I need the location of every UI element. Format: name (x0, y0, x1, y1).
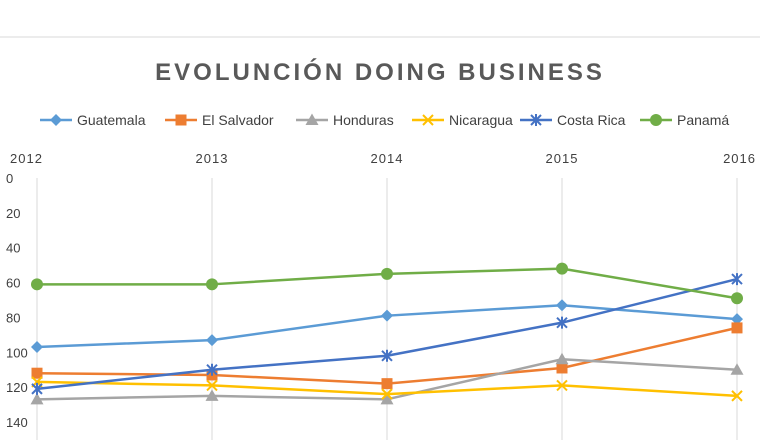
data-point-nicaragua (731, 390, 743, 402)
series-costa-rica (31, 273, 743, 395)
legend-item-panam-: Panamá (640, 112, 729, 128)
y-tick-label: 40 (6, 241, 20, 256)
legend-item-costa-rica: Costa Rica (520, 112, 626, 128)
y-tick-label: 60 (6, 276, 20, 291)
data-point-el-salvador (731, 322, 743, 334)
legend-label: Honduras (333, 112, 394, 128)
y-tick-label: 20 (6, 206, 20, 221)
x-tick-label: 2014 (371, 151, 404, 166)
legend-item-nicaragua: Nicaragua (412, 112, 513, 128)
legend-marker (650, 114, 662, 126)
data-point-costa-rica (731, 273, 743, 286)
y-axis-ticks: 0 20 40 60 80 100 120 140 (6, 171, 28, 430)
data-point-nicaragua (381, 388, 393, 400)
legend: Guatemala El Salvador Honduras Nicaragua Cos… (40, 112, 729, 128)
data-point-guatemala (731, 313, 743, 326)
data-point-costa-rica (206, 363, 218, 376)
legend-label: Guatemala (77, 112, 146, 128)
x-tick-label: 2013 (196, 151, 229, 166)
data-point-nicaragua (556, 379, 568, 392)
x-tick-label: 2015 (546, 151, 579, 166)
legend-marker (175, 114, 187, 126)
data-point-costa-rica (381, 349, 393, 362)
data-point-guatemala (556, 299, 568, 312)
data-point-el-salvador (381, 378, 393, 390)
legend-label: Nicaragua (449, 112, 513, 128)
data-point-el-salvador (31, 367, 43, 379)
legend-label: Panamá (677, 112, 729, 128)
data-point-honduras (380, 392, 394, 405)
series-group (30, 262, 744, 405)
chart-title: EVOLUNCIÓN DOING BUSINESS (155, 58, 605, 86)
y-tick-label: 120 (6, 380, 28, 395)
x-axis-ticks: 2012 2013 2014 2015 2016 (10, 151, 756, 166)
legend-item-honduras: Honduras (296, 112, 394, 128)
data-point-honduras (730, 363, 744, 375)
legend-marker (50, 114, 62, 126)
legend-item-guatemala: Guatemala (40, 112, 146, 128)
data-point-panam- (206, 278, 218, 291)
data-point-panam- (731, 292, 743, 305)
data-point-costa-rica (31, 382, 43, 395)
series-panam- (31, 262, 743, 305)
data-point-honduras (555, 352, 569, 365)
data-point-costa-rica (556, 316, 568, 329)
legend-marker (422, 114, 434, 126)
legend-item-el-salvador: El Salvador (165, 112, 274, 128)
legend-marker (530, 114, 542, 126)
data-point-honduras (30, 392, 44, 405)
y-tick-label: 140 (6, 415, 28, 430)
data-point-nicaragua (206, 379, 218, 392)
data-point-guatemala (31, 341, 43, 354)
data-point-honduras (205, 389, 219, 401)
series-guatemala (31, 299, 743, 354)
y-tick-label: 80 (6, 310, 20, 325)
data-point-el-salvador (556, 362, 568, 374)
legend-marker (305, 113, 319, 125)
legend-label: Costa Rica (557, 112, 626, 128)
y-tick-label: 100 (6, 345, 28, 360)
data-point-panam- (31, 278, 43, 291)
x-tick-label: 2012 (10, 151, 43, 166)
series-honduras (30, 352, 744, 405)
y-tick-label: 0 (6, 171, 13, 186)
data-point-panam- (556, 262, 568, 275)
x-tick-label: 2016 (723, 151, 756, 166)
data-point-guatemala (206, 334, 218, 347)
legend-label: El Salvador (202, 112, 274, 128)
data-point-guatemala (381, 309, 393, 322)
data-point-panam- (381, 267, 393, 280)
